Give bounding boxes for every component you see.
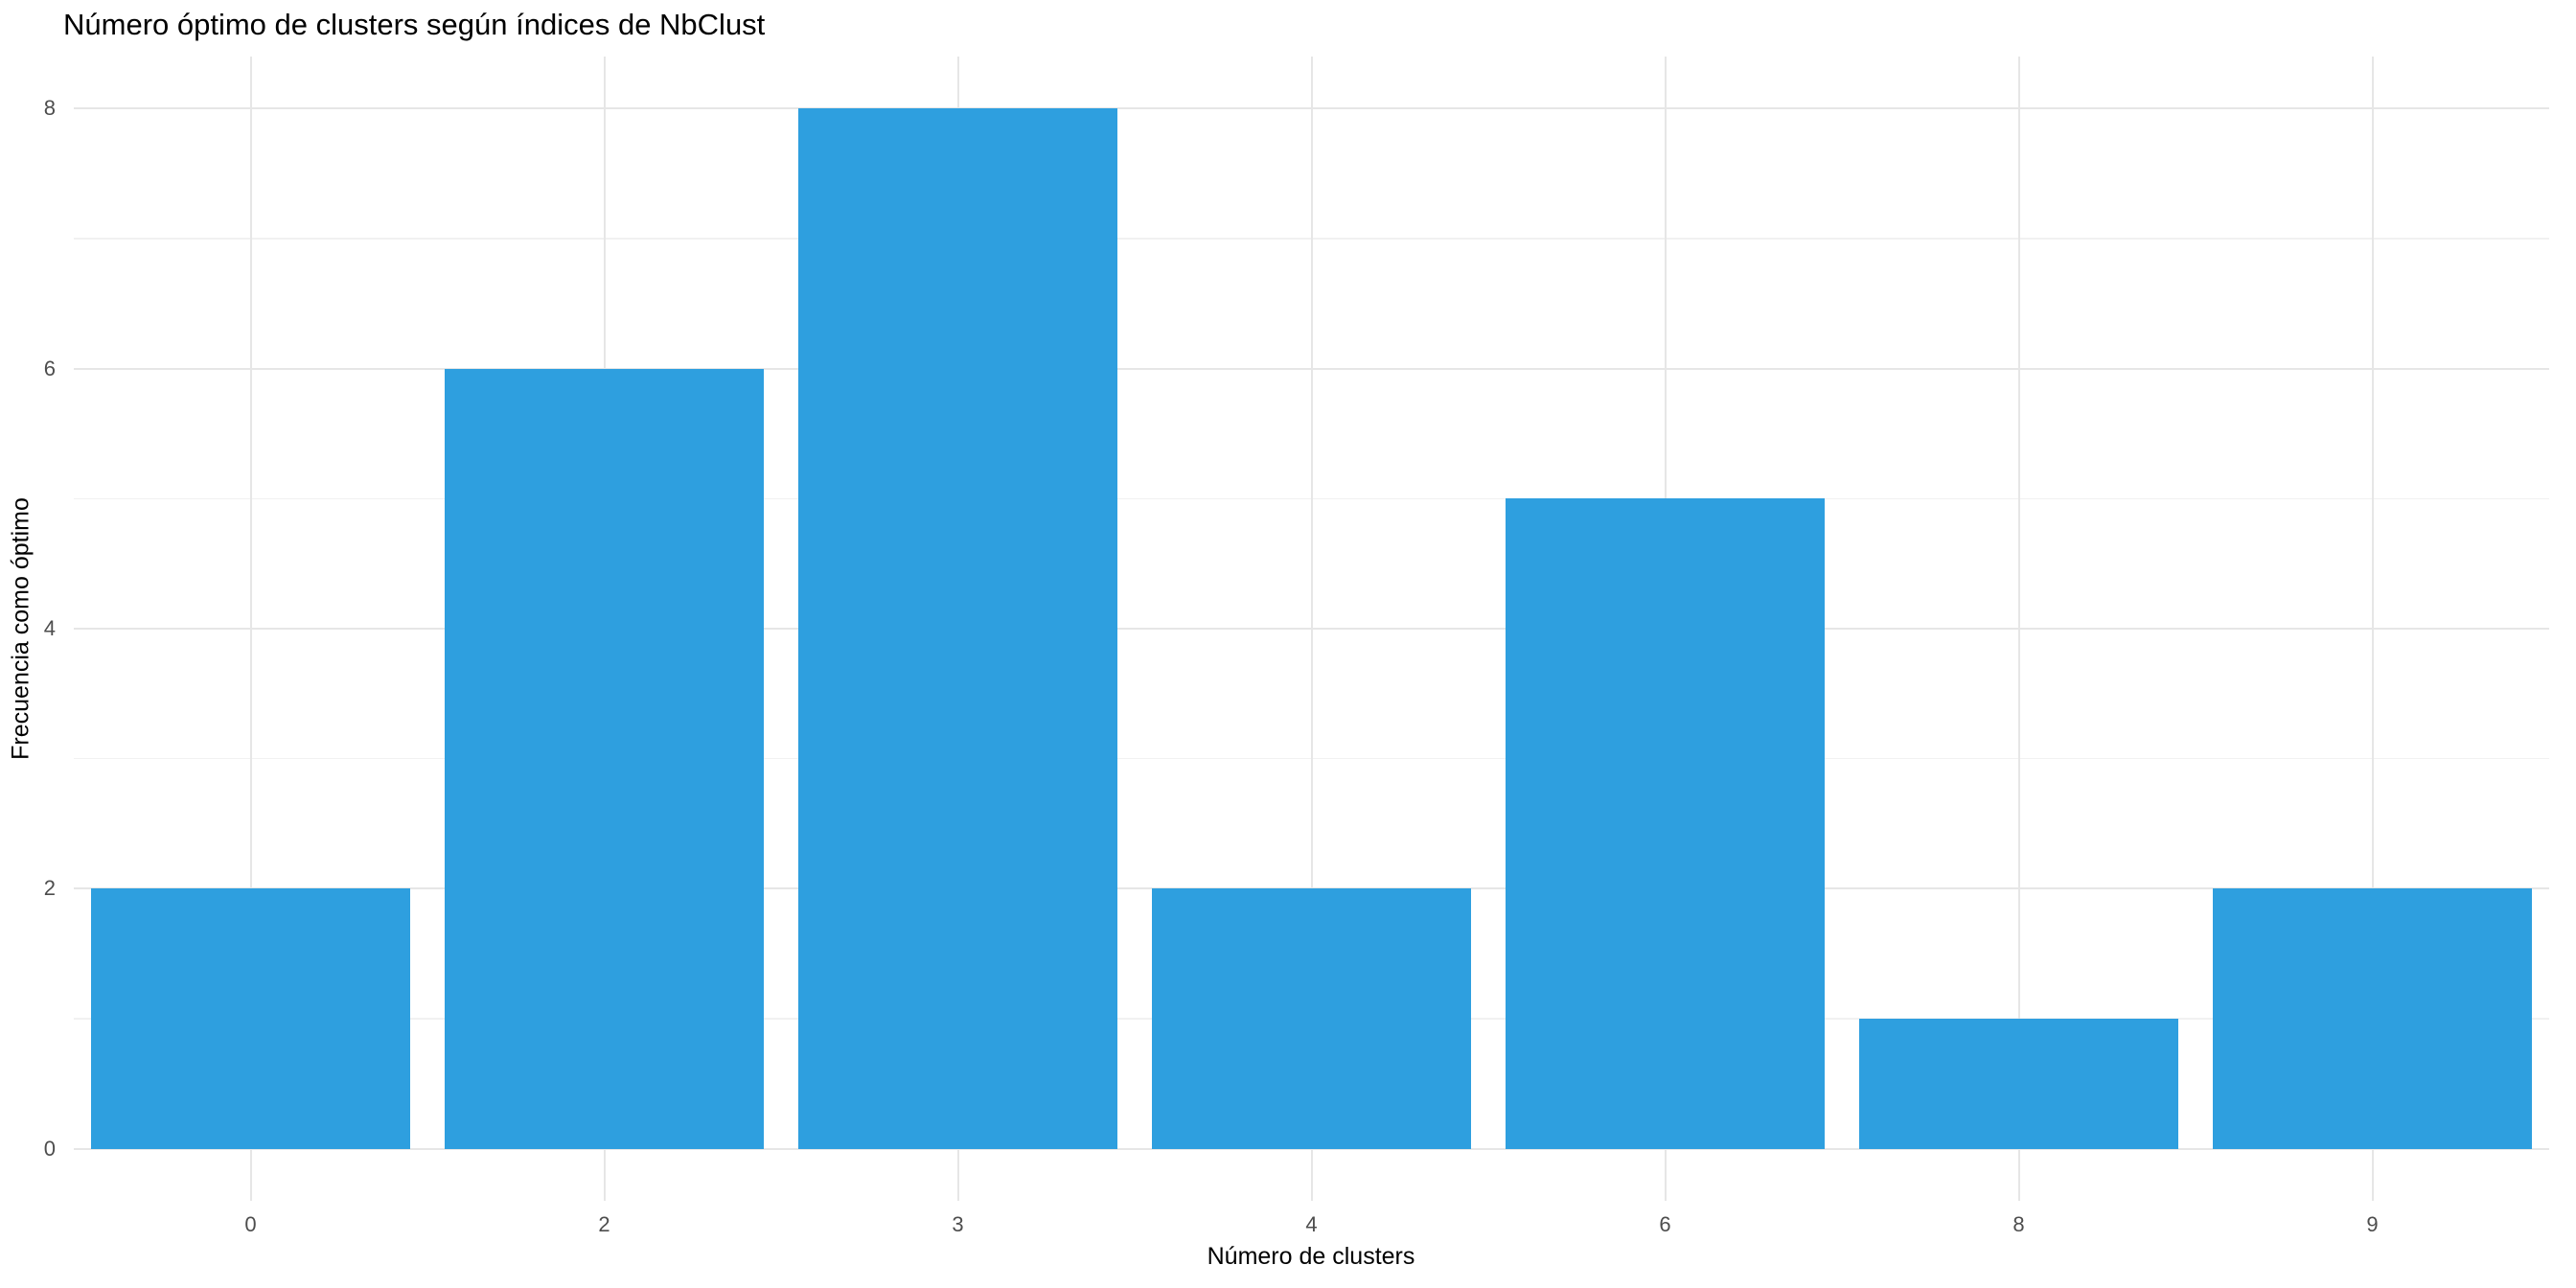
gridline-x-0 (249, 57, 252, 1201)
x-tick-label-6: 6 (1659, 1212, 1671, 1236)
gridline-x-9 (2371, 57, 2374, 1201)
bar-cluster-3 (798, 108, 1117, 1149)
chart-title: Número óptimo de clusters según índices … (63, 8, 766, 41)
gridline-x-8 (2017, 57, 2020, 1201)
bar-cluster-8 (1859, 1019, 2178, 1149)
x-tick-label-9: 9 (2366, 1212, 2379, 1236)
bar-cluster-9 (2213, 888, 2532, 1149)
x-tick-label-0: 0 (244, 1212, 257, 1236)
bar-cluster-4 (1152, 888, 1471, 1149)
plot-panel: 0 2 4 6 8 0 2 3 4 6 8 9 (44, 57, 2549, 1236)
y-tick-label-4: 4 (43, 616, 56, 640)
bar-cluster-0 (91, 888, 410, 1149)
gridline-x-4 (1310, 57, 1313, 1201)
y-tick-label-8: 8 (43, 96, 56, 121)
y-tick-label-2: 2 (43, 876, 56, 901)
x-tick-label-3: 3 (952, 1212, 964, 1236)
bar-cluster-2 (445, 368, 764, 1149)
bar-cluster-6 (1506, 498, 1825, 1149)
x-tick-label-4: 4 (1305, 1212, 1318, 1236)
y-tick-label-6: 6 (43, 356, 56, 380)
x-tick-label-8: 8 (2012, 1212, 2025, 1236)
x-axis-title: Número de clusters (1207, 1243, 1415, 1270)
x-tick-label-2: 2 (598, 1212, 610, 1236)
y-tick-label-0: 0 (43, 1136, 56, 1161)
